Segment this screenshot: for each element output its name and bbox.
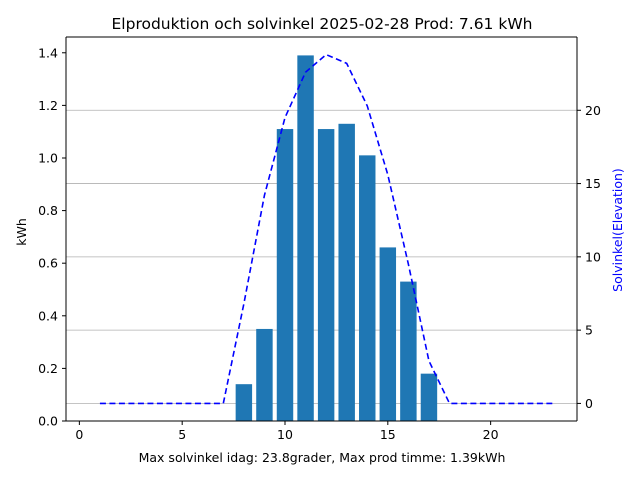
x-tick-label: 20 (483, 427, 499, 442)
y-tick-label: 0.8 (38, 203, 58, 218)
y-tick-label: 0.0 (38, 414, 58, 429)
x-tick-label: 0 (75, 427, 83, 442)
chart-title: Elproduktion och solvinkel 2025-02-28 Pr… (112, 15, 533, 33)
y-tick-label: 1.2 (38, 98, 58, 113)
x-tick-label: 10 (277, 427, 293, 442)
bar (276, 129, 294, 421)
y2-tick-label: 10 (585, 249, 601, 264)
bar (420, 373, 438, 421)
bar (297, 55, 314, 422)
x-tick-label: 15 (380, 427, 396, 442)
bar (256, 328, 273, 421)
y-tick-label: 1.0 (38, 150, 58, 165)
bar (235, 384, 253, 421)
y-tick-label: 0.2 (38, 361, 58, 376)
bar (379, 247, 397, 421)
bars-layer (235, 55, 438, 422)
bar (338, 123, 355, 421)
y2-tick-label: 15 (585, 176, 601, 191)
bar (317, 129, 335, 421)
y-axis-label: kWh (14, 218, 29, 246)
bar (400, 281, 417, 421)
y-tick-label: 0.4 (38, 308, 58, 323)
x-axis-label: Max solvinkel idag: 23.8grader, Max prod… (139, 450, 506, 465)
y2-tick-label: 5 (585, 323, 593, 338)
bar (359, 155, 376, 421)
y-tick-label: 1.4 (38, 45, 58, 60)
y2-axis-label: Solvinkel(Elevation) (610, 168, 625, 292)
axes-layer (65, 36, 578, 422)
y-tick-label: 0.6 (38, 256, 58, 271)
x-tick-label: 5 (178, 427, 186, 442)
y2-tick-label: 0 (585, 396, 593, 411)
ticks-layer: 0 5 10 15 20 0.0 0.2 0.4 0.6 0.8 1.0 1.2 1.4 0 5 10 15 20 (38, 45, 601, 442)
y2-tick-label: 20 (585, 103, 601, 118)
